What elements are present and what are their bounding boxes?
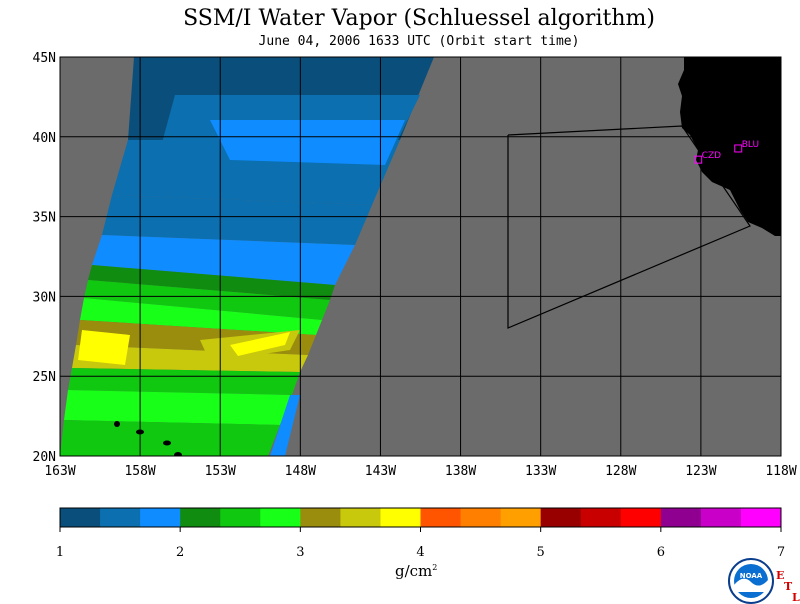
- hawaii-island-1: [114, 421, 120, 427]
- station-marker: [694, 155, 703, 164]
- swath-band-5: [102, 195, 372, 245]
- colorbar: [59, 507, 782, 528]
- swath-band-12: [68, 368, 300, 395]
- swath-band-15: [270, 395, 300, 456]
- lon-tick-label: 128W: [605, 464, 636, 479]
- swath-band-17: [230, 332, 290, 356]
- hawaii-island-3: [163, 440, 171, 446]
- lat-tick-label: 20N: [33, 450, 56, 465]
- swath-band-18: [78, 330, 130, 365]
- lon-tick-label: 148W: [285, 464, 316, 479]
- lon-tick-label: 153W: [205, 464, 236, 479]
- colorbar-tick-label: 5: [537, 545, 545, 560]
- colorbar-tick-labels: 1 2 3 4 5 6 7: [56, 527, 785, 560]
- map-subtitle: June 04, 2006 1633 UTC (Orbit start time…: [258, 34, 580, 49]
- map-frame: [59, 56, 782, 457]
- colorbar-swatch: [140, 508, 181, 527]
- lon-tick-label: 158W: [124, 464, 155, 479]
- lon-tick-label: 163W: [44, 464, 75, 479]
- etl-logo: E T L: [776, 570, 800, 603]
- etl-letter-l: L: [792, 591, 800, 604]
- colorbar-swatch: [340, 508, 381, 527]
- station-markers: CZD BLU: [694, 140, 759, 164]
- lon-tick-label: 133W: [525, 464, 556, 479]
- hawaii-island-4: [174, 452, 182, 456]
- colorbar-swatch: [500, 508, 542, 527]
- colorbar-swatch: [700, 508, 742, 527]
- latitude-labels: 45N 40N 35N 30N 25N 20N: [33, 51, 56, 465]
- colorbar-tick-label: 3: [296, 545, 304, 560]
- colorbar-tick-label: 2: [176, 545, 184, 560]
- map-title: SSM/I Water Vapor (Schluessel algorithm): [183, 6, 655, 31]
- california-coast: [678, 57, 781, 236]
- swath-band-11: [72, 345, 308, 372]
- colorbar-tick-label: 7: [777, 545, 785, 560]
- lon-tick-label: 123W: [685, 464, 716, 479]
- swath-band-13: [64, 390, 292, 425]
- colorbar-swatch: [260, 508, 301, 527]
- flight-track: [507, 125, 751, 329]
- land-layer: [114, 57, 781, 456]
- colorbar-swatch: [180, 508, 221, 527]
- colorbar-swatch: [580, 508, 622, 527]
- colorbar-swatch: [740, 508, 782, 527]
- lon-tick-label: 143W: [365, 464, 396, 479]
- lat-tick-label: 35N: [33, 211, 56, 226]
- etl-letter-e: E: [776, 569, 785, 582]
- colorbar-swatch: [380, 508, 421, 527]
- lat-tick-label: 30N: [33, 290, 56, 305]
- lat-tick-label: 45N: [33, 51, 56, 66]
- colorbar-swatch: [100, 508, 141, 527]
- colorbar-swatch: [660, 508, 702, 527]
- colorbar-swatch: [460, 508, 502, 527]
- colorbar-swatch: [620, 508, 662, 527]
- swath-band-7: [88, 265, 335, 300]
- longitude-labels: 163W 158W 153W 148W 143W 138W 133W 128W 123W 118W: [44, 464, 796, 479]
- colorbar-swatch: [540, 508, 582, 527]
- colorbar-tick-label: 4: [416, 545, 424, 560]
- swath-band-6: [92, 235, 355, 285]
- swath-band-8: [84, 280, 330, 320]
- swath-layer: [60, 57, 434, 456]
- lat-tick-label: 40N: [33, 131, 56, 146]
- lat-tick-label: 25N: [33, 370, 56, 385]
- colorbar-swatch: [420, 508, 462, 527]
- station-label: BLU: [742, 140, 759, 150]
- colorbar-swatch: [220, 508, 261, 527]
- swath-band-14: [60, 420, 280, 456]
- noaa-logo-text: NOAA: [740, 572, 763, 580]
- colorbar-unit: g/cm2: [395, 562, 438, 580]
- colorbar-tick-label: 6: [657, 545, 665, 560]
- etl-letter-t: T: [784, 580, 793, 593]
- lon-tick-label: 138W: [445, 464, 476, 479]
- colorbar-swatch: [60, 508, 101, 527]
- noaa-logo: NOAA: [728, 558, 774, 604]
- swath-band-4: [210, 120, 405, 165]
- station-marker: [734, 144, 743, 153]
- colorbar-swatch: [300, 508, 341, 527]
- lon-tick-label: 118W: [765, 464, 796, 479]
- station-label: CZD: [702, 151, 721, 161]
- colorbar-tick-label: 1: [56, 545, 64, 560]
